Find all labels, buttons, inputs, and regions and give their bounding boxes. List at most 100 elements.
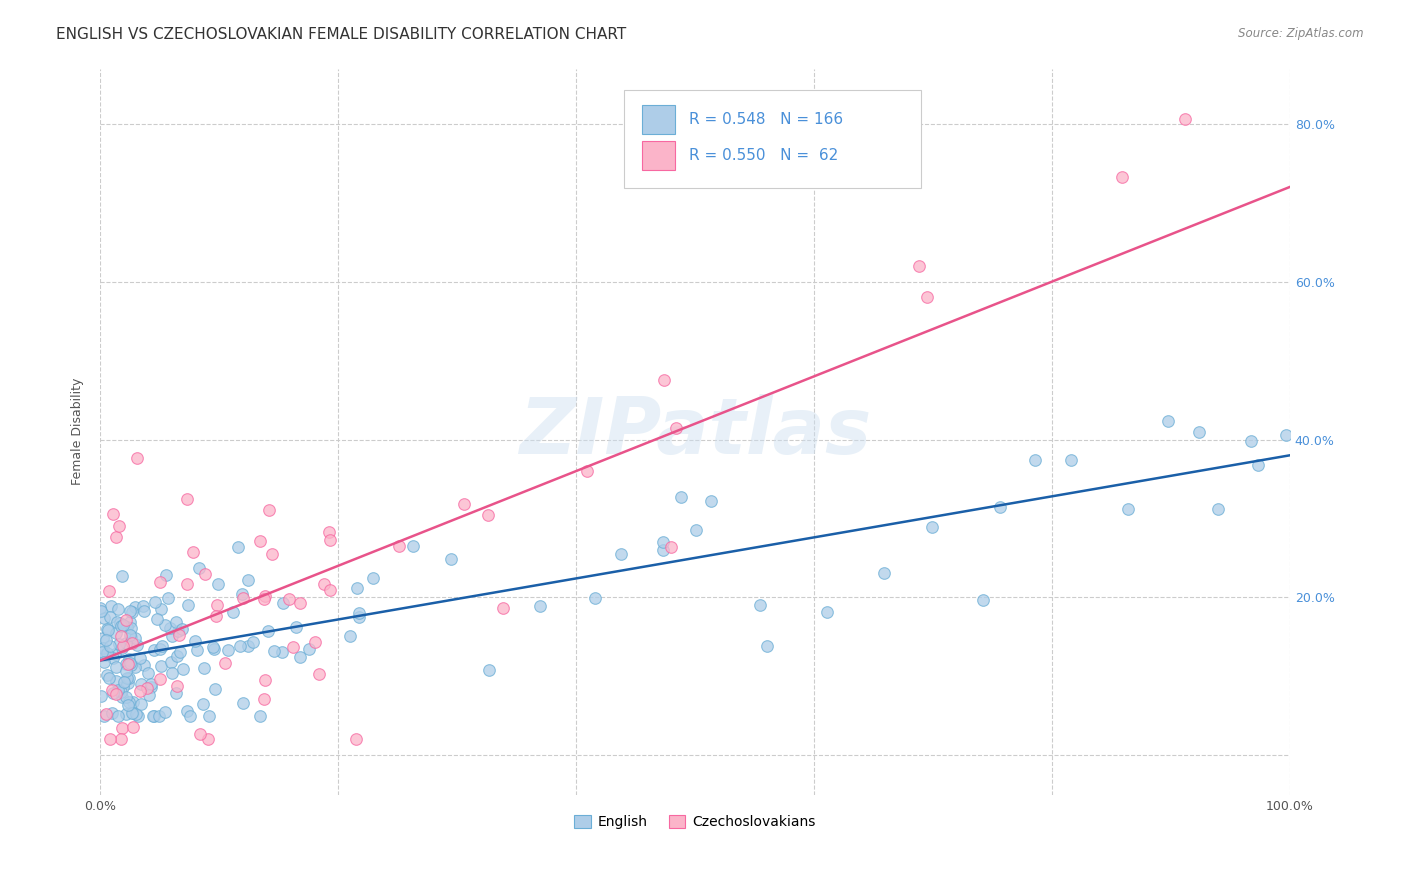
Point xyxy=(652,534,675,549)
Point xyxy=(118,695,141,709)
Point xyxy=(104,687,127,701)
Point xyxy=(100,706,122,720)
Point xyxy=(131,698,153,712)
Point xyxy=(117,675,139,690)
Point xyxy=(659,541,682,555)
Point xyxy=(308,667,330,681)
Point xyxy=(1024,453,1046,467)
Point xyxy=(108,519,131,533)
Point xyxy=(253,673,276,687)
Point xyxy=(157,591,180,605)
Point xyxy=(104,529,127,543)
Point xyxy=(186,642,208,657)
Point xyxy=(143,595,166,609)
Point xyxy=(110,629,132,643)
Point xyxy=(120,656,142,670)
Point xyxy=(1116,501,1139,516)
Point xyxy=(1156,414,1178,428)
Point xyxy=(166,679,188,693)
Point xyxy=(755,639,778,653)
Point xyxy=(1059,453,1081,467)
Point xyxy=(1247,458,1270,472)
Point xyxy=(132,599,155,614)
Point xyxy=(93,632,115,646)
Point xyxy=(401,539,423,553)
Point xyxy=(117,657,139,671)
Point xyxy=(104,625,127,640)
Point xyxy=(318,525,340,540)
Point xyxy=(111,690,134,704)
Legend: English, Czechoslovakians: English, Czechoslovakians xyxy=(569,810,821,835)
Point xyxy=(111,641,134,656)
Point xyxy=(101,650,124,665)
Point xyxy=(124,706,146,721)
Point xyxy=(257,624,280,638)
Point xyxy=(96,668,118,682)
Point xyxy=(453,498,475,512)
Point xyxy=(118,628,141,642)
Point xyxy=(222,605,245,619)
Point xyxy=(143,708,166,723)
Point xyxy=(207,598,229,612)
Point xyxy=(214,657,236,671)
Point xyxy=(115,664,138,678)
Point xyxy=(249,533,271,548)
Point xyxy=(217,643,239,657)
Point xyxy=(120,630,142,644)
Point xyxy=(204,608,226,623)
Point xyxy=(915,290,938,304)
Point xyxy=(114,690,136,704)
Point xyxy=(96,622,118,636)
Point xyxy=(100,599,122,614)
Point xyxy=(121,606,143,620)
Point xyxy=(141,677,163,691)
Point xyxy=(188,727,211,741)
Point xyxy=(149,642,172,657)
Point xyxy=(184,634,207,648)
Point xyxy=(440,552,463,566)
Point xyxy=(179,708,201,723)
Point xyxy=(253,591,276,606)
Point xyxy=(576,464,599,478)
Point xyxy=(129,684,152,698)
Point xyxy=(117,698,139,712)
Point xyxy=(111,640,134,654)
Point xyxy=(972,593,994,607)
Point xyxy=(270,645,292,659)
Point xyxy=(150,639,173,653)
Point xyxy=(339,629,361,643)
Point xyxy=(1111,169,1133,184)
Point xyxy=(165,685,187,699)
Point xyxy=(232,696,254,710)
Point xyxy=(90,689,112,703)
Point xyxy=(988,500,1011,514)
Point xyxy=(104,647,127,661)
Point xyxy=(107,708,129,723)
Point xyxy=(181,545,204,559)
Point xyxy=(153,618,176,632)
Point xyxy=(97,671,120,685)
Point xyxy=(124,660,146,674)
Point xyxy=(103,508,125,522)
Point xyxy=(167,628,190,642)
Point xyxy=(166,648,188,663)
Point xyxy=(249,708,271,723)
Point xyxy=(1275,428,1298,442)
Point xyxy=(202,642,225,657)
Point xyxy=(111,569,134,583)
Point xyxy=(94,648,117,662)
Point xyxy=(288,596,311,610)
Point xyxy=(101,686,124,700)
Bar xyxy=(641,141,675,170)
Point xyxy=(104,660,127,674)
Point xyxy=(229,640,252,654)
Point xyxy=(172,662,194,676)
Point xyxy=(142,708,165,723)
Point xyxy=(108,637,131,651)
Point xyxy=(97,623,120,637)
Point xyxy=(176,704,198,718)
Point xyxy=(142,642,165,657)
Point xyxy=(685,524,707,538)
Point xyxy=(110,721,132,735)
Point xyxy=(98,640,121,654)
